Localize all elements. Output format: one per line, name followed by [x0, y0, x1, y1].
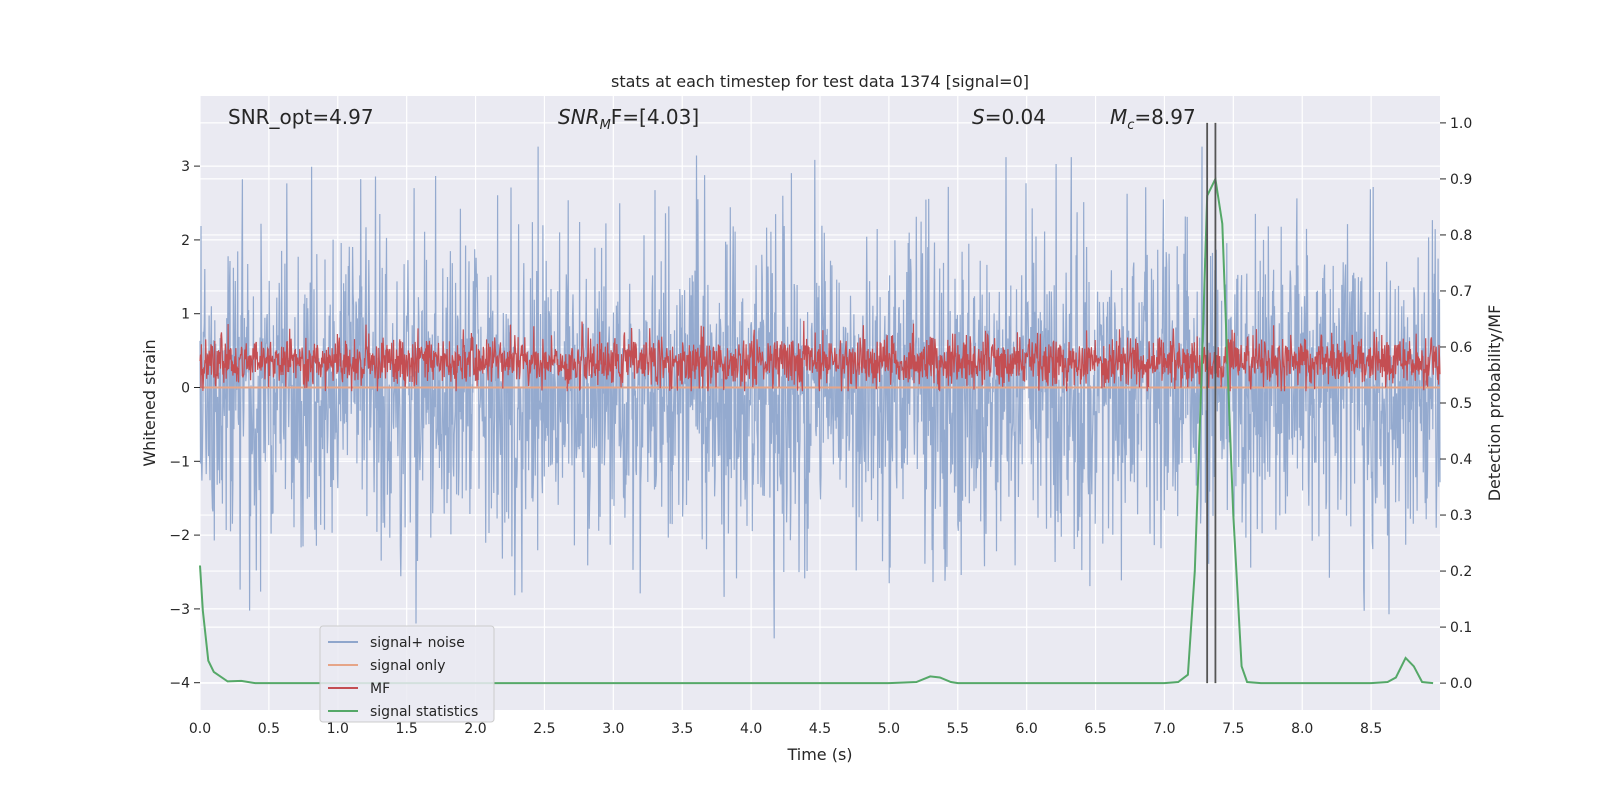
y-axis-label-right: Detection probability/MF	[1485, 305, 1504, 502]
x-tick-label: 2.5	[533, 721, 555, 737]
chart-title: stats at each timestep for test data 137…	[611, 72, 1029, 91]
annotation-snr-mf: SNRMF=[4.03]	[558, 105, 699, 133]
series-line-3	[199, 175, 1434, 685]
series-group	[199, 146, 1441, 685]
x-tick-label: 1.5	[396, 721, 418, 737]
x-tick-label: 4.5	[809, 721, 831, 737]
x-tick-label: 1.0	[327, 721, 349, 737]
x-tick-label: 2.0	[464, 721, 486, 737]
s-label: S	[972, 105, 985, 129]
legend-entry: signal only	[370, 658, 445, 674]
x-tick-label: 8.0	[1291, 721, 1313, 737]
y-right-tick-label: 0.6	[1450, 340, 1472, 356]
x-tick-label: 0.5	[258, 721, 280, 737]
y-right-tick-label: 0.5	[1450, 396, 1472, 412]
y-right-tick-label: 0.4	[1450, 452, 1472, 468]
y-right-tick-label: 0.0	[1450, 676, 1472, 692]
x-tick-label: 6.5	[1084, 721, 1106, 737]
x-axis-ticks: 0.0 0.5 1.0 1.5 2.0 2.5 3.0 3.5 4.0 4.5 5.0 5.5 6.0 6…	[189, 721, 1382, 737]
y-right-tick-label: 0.1	[1450, 620, 1472, 636]
x-tick-label: 5.0	[878, 721, 900, 737]
legend-entry: signal statistics	[370, 704, 478, 720]
y-right-tick-label: 0.3	[1450, 508, 1472, 524]
legend-entry: MF	[370, 681, 390, 697]
y-right-tick-label: 1.0	[1450, 116, 1472, 132]
x-tick-label: 3.0	[602, 721, 624, 737]
annotation-mc: Mc=8.97	[1110, 105, 1196, 133]
snr-mf-base: SNR	[558, 105, 600, 129]
legend-entry: signal+ noise	[370, 635, 465, 651]
y-right-tick-label: 0.7	[1450, 284, 1472, 300]
y-tick-label: −2	[169, 528, 190, 544]
snr-mf-rest: F=[4.03]	[611, 105, 699, 129]
series-line-2	[199, 320, 1441, 392]
x-axis-label: Time (s)	[786, 745, 852, 764]
x-tick-label: 8.5	[1360, 721, 1382, 737]
y-axis-ticks-right: 1.0 0.9 0.8 0.7 0.6 0.5 0.4 0.3 0.2 0.1 0.0	[1440, 116, 1472, 692]
y-axis-label-left: Whitened strain	[140, 339, 159, 466]
x-tick-label: 7.0	[1153, 721, 1175, 737]
y-right-tick-label: 0.8	[1450, 228, 1472, 244]
x-tick-label: 3.5	[671, 721, 693, 737]
annotation-s: S=0.04	[972, 105, 1046, 129]
y-tick-label: 1	[181, 307, 190, 323]
y-tick-label: 3	[181, 159, 190, 175]
s-value: =0.04	[985, 105, 1046, 129]
mc-value: =8.97	[1134, 105, 1195, 129]
mc-base: M	[1110, 105, 1127, 129]
vertical-marker-lines	[1206, 122, 1217, 684]
y-axis-ticks-left: 3 2 1 0 −1 −2 −3 −4	[169, 159, 200, 692]
x-tick-label: 5.5	[947, 721, 969, 737]
x-tick-label: 4.0	[740, 721, 762, 737]
y-tick-label: −1	[169, 454, 190, 470]
y-tick-label: 0	[181, 381, 190, 397]
x-tick-label: 7.5	[1222, 721, 1244, 737]
snr-mf-sub: M	[600, 118, 611, 133]
x-tick-label: 6.0	[1016, 721, 1038, 737]
x-tick-label: 0.0	[189, 721, 211, 737]
y-tick-label: 2	[181, 233, 190, 249]
y-tick-label: −3	[169, 602, 190, 618]
legend-box	[319, 625, 495, 723]
legend: signal+ noise signal only MF signal statist…	[319, 625, 495, 723]
y-tick-label: −4	[169, 676, 190, 692]
annotation-snr-opt: SNR_opt=4.97	[228, 105, 374, 129]
y-right-tick-label: 0.2	[1450, 564, 1472, 580]
mc-sub: c	[1127, 118, 1134, 133]
y-right-tick-label: 0.9	[1450, 172, 1472, 188]
